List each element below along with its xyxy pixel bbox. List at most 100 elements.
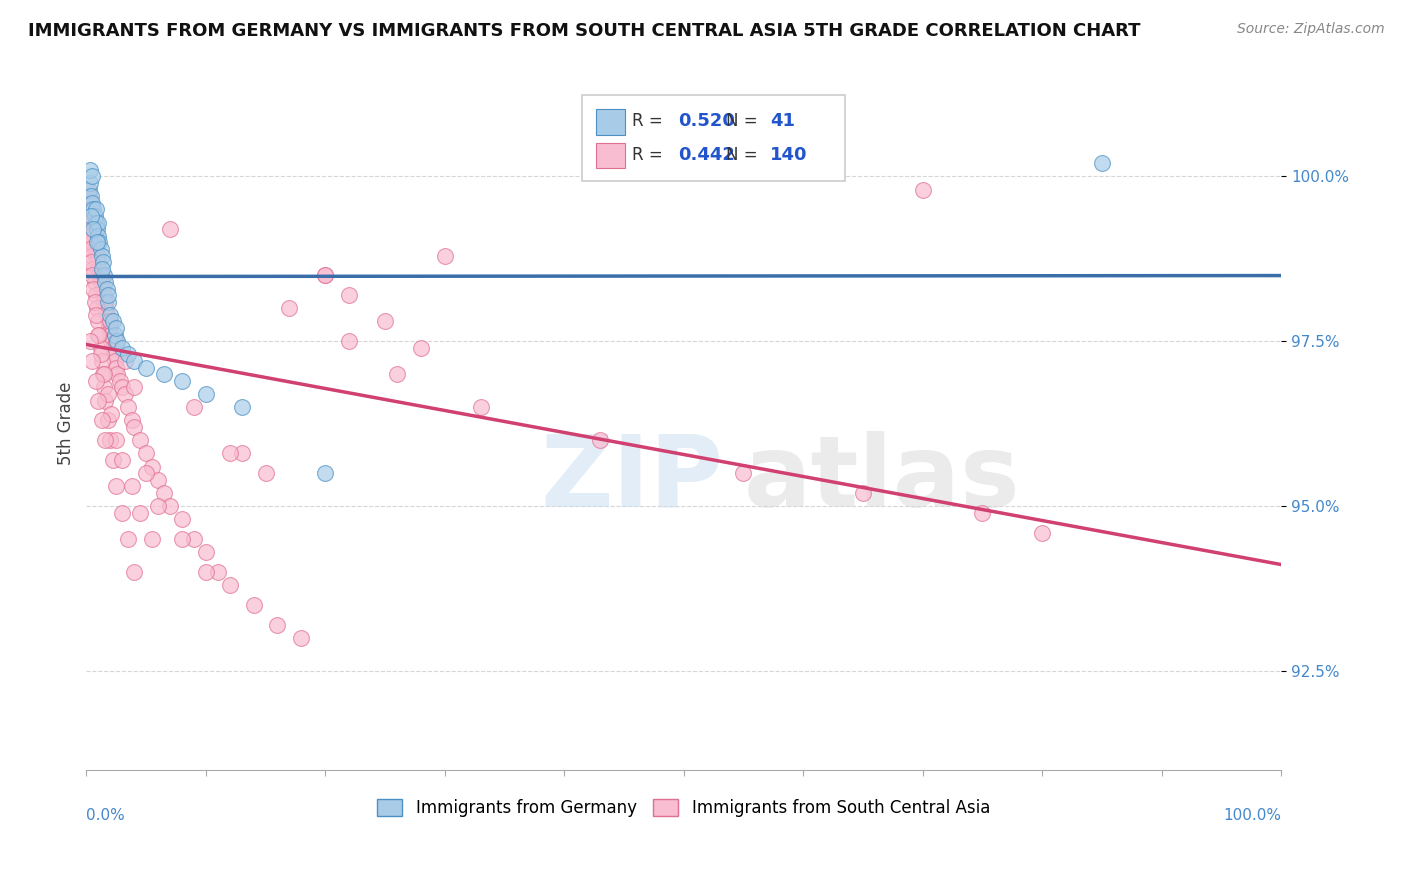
Point bbox=[82, 195, 104, 210]
Point bbox=[87, 228, 110, 243]
Point bbox=[77, 189, 100, 203]
Text: 0.0%: 0.0% bbox=[86, 808, 125, 823]
Point bbox=[97, 387, 120, 401]
Point bbox=[80, 222, 103, 236]
Point bbox=[77, 228, 100, 243]
Point bbox=[97, 288, 120, 302]
Point bbox=[290, 631, 312, 645]
Point bbox=[86, 222, 108, 236]
Point bbox=[433, 248, 456, 262]
Point bbox=[1091, 156, 1114, 170]
Point bbox=[80, 189, 103, 203]
Point bbox=[159, 499, 181, 513]
Point bbox=[93, 368, 115, 382]
Point bbox=[89, 268, 111, 283]
Point bbox=[122, 380, 145, 394]
Point bbox=[86, 242, 108, 256]
Point bbox=[105, 334, 128, 349]
Point bbox=[374, 314, 396, 328]
Text: 140: 140 bbox=[769, 146, 807, 164]
Point bbox=[90, 341, 112, 355]
Point bbox=[314, 466, 336, 480]
Point bbox=[146, 473, 169, 487]
Point bbox=[94, 301, 117, 316]
Point bbox=[1031, 525, 1053, 540]
Point bbox=[84, 215, 107, 229]
Point bbox=[97, 314, 120, 328]
Point bbox=[153, 368, 176, 382]
Point bbox=[94, 434, 117, 448]
Point bbox=[90, 268, 112, 283]
Point bbox=[218, 446, 240, 460]
Point bbox=[170, 374, 193, 388]
Point bbox=[89, 327, 111, 342]
Point bbox=[100, 407, 122, 421]
Point bbox=[93, 288, 115, 302]
Point bbox=[121, 413, 143, 427]
Point bbox=[83, 209, 105, 223]
Text: R =: R = bbox=[633, 112, 668, 130]
Point bbox=[97, 294, 120, 309]
Point bbox=[159, 222, 181, 236]
FancyBboxPatch shape bbox=[582, 95, 845, 181]
Point bbox=[146, 499, 169, 513]
Point bbox=[94, 275, 117, 289]
Point bbox=[103, 347, 125, 361]
Point bbox=[242, 598, 264, 612]
Text: 0.520: 0.520 bbox=[678, 112, 734, 130]
Point bbox=[96, 308, 118, 322]
Point bbox=[93, 380, 115, 394]
Point bbox=[90, 347, 112, 361]
Point bbox=[97, 413, 120, 427]
Point bbox=[101, 341, 124, 355]
Point bbox=[170, 532, 193, 546]
Point bbox=[87, 327, 110, 342]
Point bbox=[183, 532, 205, 546]
Point bbox=[93, 268, 115, 283]
Text: 0.442: 0.442 bbox=[678, 146, 734, 164]
Point bbox=[82, 268, 104, 283]
Point bbox=[122, 565, 145, 579]
Point bbox=[84, 308, 107, 322]
Point bbox=[91, 368, 114, 382]
Point bbox=[79, 215, 101, 229]
Point bbox=[98, 434, 121, 448]
Point bbox=[135, 446, 157, 460]
Point bbox=[87, 393, 110, 408]
Point bbox=[194, 387, 217, 401]
Point bbox=[79, 334, 101, 349]
Point bbox=[93, 294, 115, 309]
Point bbox=[79, 176, 101, 190]
Point bbox=[121, 479, 143, 493]
Point bbox=[94, 393, 117, 408]
Point bbox=[89, 235, 111, 250]
Point bbox=[100, 334, 122, 349]
Point bbox=[101, 314, 124, 328]
Point bbox=[77, 215, 100, 229]
Point bbox=[90, 248, 112, 262]
Point bbox=[90, 242, 112, 256]
Point bbox=[79, 209, 101, 223]
FancyBboxPatch shape bbox=[596, 110, 626, 135]
Point bbox=[183, 401, 205, 415]
Text: ZIP: ZIP bbox=[540, 431, 723, 528]
Point bbox=[80, 235, 103, 250]
Point bbox=[91, 255, 114, 269]
Point bbox=[82, 169, 104, 184]
Point bbox=[87, 248, 110, 262]
Point bbox=[141, 459, 163, 474]
Point bbox=[254, 466, 277, 480]
Point bbox=[90, 261, 112, 276]
Point bbox=[82, 202, 104, 217]
Point bbox=[84, 202, 107, 217]
Point bbox=[170, 512, 193, 526]
Point bbox=[733, 466, 755, 480]
Point bbox=[90, 275, 112, 289]
Point bbox=[104, 354, 127, 368]
Point bbox=[231, 401, 253, 415]
Point bbox=[90, 354, 112, 368]
Point bbox=[135, 360, 157, 375]
Point bbox=[117, 532, 139, 546]
Point bbox=[105, 334, 128, 349]
Point bbox=[83, 294, 105, 309]
